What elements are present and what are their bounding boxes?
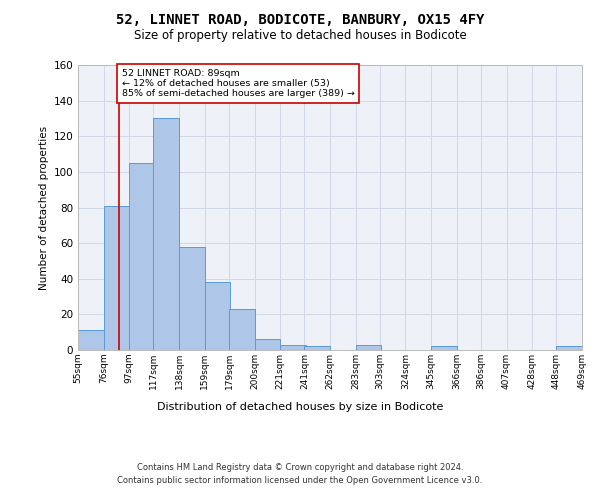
Text: Size of property relative to detached houses in Bodicote: Size of property relative to detached ho…: [134, 29, 466, 42]
Bar: [431, 346, 457, 350]
Bar: [78, 330, 104, 350]
Text: Contains public sector information licensed under the Open Government Licence v3: Contains public sector information licen…: [118, 476, 482, 485]
Bar: [104, 206, 129, 350]
Bar: [280, 344, 305, 350]
Bar: [229, 309, 254, 350]
Bar: [154, 118, 179, 350]
Bar: [254, 340, 280, 350]
Bar: [205, 282, 230, 350]
Bar: [356, 344, 381, 350]
Y-axis label: Number of detached properties: Number of detached properties: [39, 126, 49, 290]
Bar: [304, 346, 330, 350]
Text: Contains HM Land Registry data © Crown copyright and database right 2024.: Contains HM Land Registry data © Crown c…: [137, 462, 463, 471]
Bar: [556, 346, 582, 350]
Bar: [179, 246, 205, 350]
Text: Distribution of detached houses by size in Bodicote: Distribution of detached houses by size …: [157, 402, 443, 412]
Bar: [129, 163, 155, 350]
Text: 52, LINNET ROAD, BODICOTE, BANBURY, OX15 4FY: 52, LINNET ROAD, BODICOTE, BANBURY, OX15…: [116, 12, 484, 26]
Text: 52 LINNET ROAD: 89sqm
← 12% of detached houses are smaller (53)
85% of semi-deta: 52 LINNET ROAD: 89sqm ← 12% of detached …: [122, 68, 355, 98]
